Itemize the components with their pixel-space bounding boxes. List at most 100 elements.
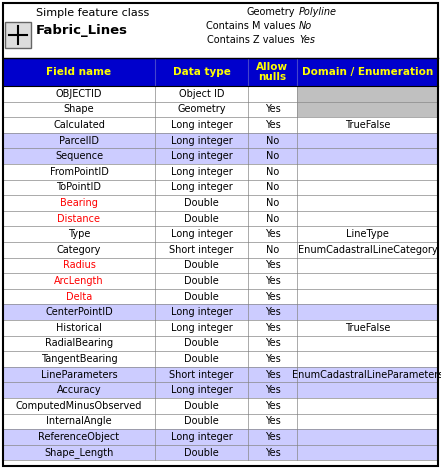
Text: TangentBearing: TangentBearing bbox=[41, 354, 117, 364]
Bar bbox=[297, 289, 438, 304]
Text: Double: Double bbox=[184, 354, 219, 364]
Bar bbox=[297, 382, 438, 398]
Bar bbox=[5, 22, 31, 48]
Bar bbox=[3, 398, 297, 414]
Text: Yes: Yes bbox=[265, 339, 280, 348]
Bar bbox=[297, 148, 438, 164]
Text: Yes: Yes bbox=[265, 370, 280, 379]
Text: TrueFalse: TrueFalse bbox=[345, 323, 390, 333]
Text: OBJECTID: OBJECTID bbox=[56, 89, 102, 99]
Text: Double: Double bbox=[184, 447, 219, 458]
Bar bbox=[3, 382, 297, 398]
Bar bbox=[297, 429, 438, 445]
Bar bbox=[297, 398, 438, 414]
Bar bbox=[297, 195, 438, 211]
Text: Long integer: Long integer bbox=[171, 229, 232, 239]
Bar bbox=[297, 133, 438, 148]
Bar bbox=[297, 211, 438, 227]
Bar bbox=[3, 429, 297, 445]
Text: FromPointID: FromPointID bbox=[49, 167, 108, 177]
Text: Long integer: Long integer bbox=[171, 151, 232, 161]
Text: Long integer: Long integer bbox=[171, 182, 232, 192]
Text: Accuracy: Accuracy bbox=[57, 385, 101, 395]
Text: Domain / Enumeration: Domain / Enumeration bbox=[302, 67, 433, 77]
Bar bbox=[3, 336, 297, 351]
Text: Long integer: Long integer bbox=[171, 136, 232, 145]
Text: Double: Double bbox=[184, 276, 219, 286]
Bar bbox=[297, 102, 438, 117]
Text: Polyline: Polyline bbox=[299, 7, 337, 17]
Bar bbox=[3, 445, 297, 461]
Bar bbox=[3, 58, 438, 86]
Text: EnumCadastralLineCategory: EnumCadastralLineCategory bbox=[298, 245, 437, 255]
Bar bbox=[3, 304, 297, 320]
Bar bbox=[297, 336, 438, 351]
Text: LineType: LineType bbox=[346, 229, 389, 239]
Text: No: No bbox=[266, 167, 279, 177]
Text: ParcelID: ParcelID bbox=[59, 136, 99, 145]
Text: Field name: Field name bbox=[46, 67, 112, 77]
Bar bbox=[3, 102, 297, 117]
Text: Yes: Yes bbox=[265, 120, 280, 130]
Text: Double: Double bbox=[184, 401, 219, 411]
Text: Yes: Yes bbox=[265, 401, 280, 411]
Bar bbox=[297, 180, 438, 195]
Text: Radius: Radius bbox=[63, 260, 95, 271]
Text: Double: Double bbox=[184, 213, 219, 224]
Text: Double: Double bbox=[184, 260, 219, 271]
Text: No: No bbox=[266, 213, 279, 224]
Text: Shape: Shape bbox=[64, 105, 94, 114]
Text: Yes: Yes bbox=[265, 447, 280, 458]
Text: Yes: Yes bbox=[265, 276, 280, 286]
Text: Long integer: Long integer bbox=[171, 307, 232, 317]
Bar bbox=[297, 227, 438, 242]
Bar bbox=[297, 242, 438, 257]
Text: Contains M values: Contains M values bbox=[206, 21, 295, 31]
Text: EnumCadastralLineParameters: EnumCadastralLineParameters bbox=[292, 370, 441, 379]
Text: No: No bbox=[266, 151, 279, 161]
Text: Double: Double bbox=[184, 416, 219, 426]
Text: Sequence: Sequence bbox=[55, 151, 103, 161]
Text: Calculated: Calculated bbox=[53, 120, 105, 130]
Bar bbox=[297, 445, 438, 461]
Text: Bearing: Bearing bbox=[60, 198, 98, 208]
Text: Geometry: Geometry bbox=[177, 105, 226, 114]
Text: Yes: Yes bbox=[265, 354, 280, 364]
Text: No: No bbox=[266, 182, 279, 192]
Text: No: No bbox=[266, 245, 279, 255]
Text: Yes: Yes bbox=[299, 35, 315, 45]
Text: Double: Double bbox=[184, 292, 219, 302]
Text: Yes: Yes bbox=[265, 260, 280, 271]
Text: CenterPointID: CenterPointID bbox=[45, 307, 113, 317]
Text: Long integer: Long integer bbox=[171, 432, 232, 442]
Text: ComputedMinusObserved: ComputedMinusObserved bbox=[16, 401, 142, 411]
Bar bbox=[297, 304, 438, 320]
Text: Contains Z values: Contains Z values bbox=[207, 35, 295, 45]
Bar bbox=[3, 180, 297, 195]
Bar bbox=[297, 257, 438, 273]
Text: Long integer: Long integer bbox=[171, 120, 232, 130]
Bar bbox=[297, 320, 438, 336]
Text: Yes: Yes bbox=[265, 323, 280, 333]
Bar bbox=[297, 351, 438, 367]
Text: Double: Double bbox=[184, 339, 219, 348]
Text: Yes: Yes bbox=[265, 229, 280, 239]
Text: Category: Category bbox=[57, 245, 101, 255]
Bar bbox=[297, 273, 438, 289]
Bar bbox=[3, 148, 297, 164]
Bar bbox=[3, 414, 297, 429]
Bar bbox=[3, 211, 297, 227]
Text: Historical: Historical bbox=[56, 323, 102, 333]
Text: Data type: Data type bbox=[172, 67, 231, 77]
Text: Fabric_Lines: Fabric_Lines bbox=[36, 24, 128, 37]
Text: ArcLength: ArcLength bbox=[54, 276, 104, 286]
Text: ToPointID: ToPointID bbox=[56, 182, 101, 192]
Bar bbox=[3, 257, 297, 273]
Bar bbox=[3, 133, 297, 148]
Text: Distance: Distance bbox=[57, 213, 101, 224]
Text: Geometry: Geometry bbox=[247, 7, 295, 17]
Text: RadialBearing: RadialBearing bbox=[45, 339, 113, 348]
Bar bbox=[297, 164, 438, 180]
Text: Yes: Yes bbox=[265, 307, 280, 317]
Text: Long integer: Long integer bbox=[171, 167, 232, 177]
